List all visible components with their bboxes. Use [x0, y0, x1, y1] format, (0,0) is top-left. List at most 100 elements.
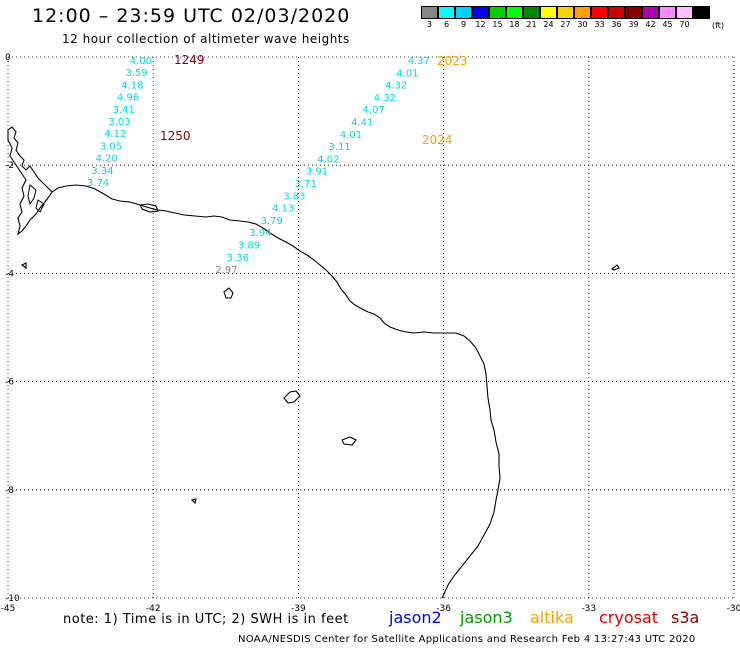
- wave-height-tracks: 4.003.594.18 4.963.413.034.123.05 4.203.34…: [87, 56, 430, 276]
- wave-height-label: 3.05: [100, 141, 122, 152]
- legend-label: 33: [594, 20, 605, 29]
- wave-height-label: 3.11: [329, 142, 351, 153]
- x-tick-label: -36: [436, 604, 451, 614]
- legend-label: 6: [443, 20, 450, 29]
- legend-cell: 70: [675, 6, 693, 30]
- legend-cell: 42: [641, 6, 659, 30]
- legend-cell: 30: [573, 6, 591, 30]
- legend-cell: 21: [522, 6, 540, 30]
- y-tick-label: -2: [5, 161, 14, 171]
- wave-height-label: 4.18: [121, 80, 143, 91]
- wave-height-label: 4.13: [272, 204, 294, 215]
- pass-time-label: 1249: [174, 53, 205, 67]
- wave-height-label: 3.94: [249, 228, 271, 239]
- island-5: [610, 264, 620, 271]
- island-1: [223, 287, 234, 299]
- legend-swatch: [641, 6, 659, 19]
- legend-label: 9: [460, 20, 467, 29]
- wave-height-label: 3.79: [261, 216, 283, 227]
- island-4: [20, 262, 27, 270]
- wave-height-label: 3.03: [108, 117, 130, 128]
- x-tick-label: -39: [291, 604, 306, 614]
- map-subtitle: 12 hour collection of altimeter wave hei…: [62, 32, 350, 46]
- legend-cell: 27: [556, 6, 574, 30]
- y-tick-label: -6: [5, 378, 14, 388]
- x-tick-label: -30: [727, 604, 740, 614]
- wave-height-label: 4.02: [317, 154, 339, 165]
- legend-label: 21: [526, 20, 537, 29]
- wave-height-label: 3.71: [295, 179, 317, 190]
- legend-cell: 24: [539, 6, 557, 30]
- legend-cell: 9: [454, 6, 472, 30]
- satellite-altika: altika: [530, 608, 574, 627]
- pass-time-label: 2024: [422, 133, 453, 147]
- color-legend: 3 6 9 12 15 18 21 24 27 30 33 36 39 42 45 70 (ft): [420, 6, 724, 30]
- satellite-jason3: jason3: [460, 608, 513, 627]
- x-tick-label: -33: [581, 604, 596, 614]
- legend-label: 30: [577, 20, 588, 29]
- wave-height-label: 4.41: [351, 118, 373, 129]
- wave-height-label: 4.96: [117, 93, 139, 104]
- axis-ticks: -45 -42 -39 -36 -33 -30 0 -2 -4 -6 -8 -10: [1, 53, 740, 614]
- wave-height-label: 3.83: [283, 191, 305, 202]
- legend-swatch: [522, 6, 540, 19]
- legend-label: 15: [492, 20, 503, 29]
- wave-height-label: 3.34: [91, 166, 113, 177]
- legend-label: 36: [611, 20, 622, 29]
- legend-cell: 39: [624, 6, 642, 30]
- wave-height-label: 4.07: [362, 105, 384, 116]
- wave-height-label: 3.41: [113, 105, 135, 116]
- island-6: [190, 498, 197, 505]
- legend-swatch: [675, 6, 693, 19]
- legend-swatch: [556, 6, 574, 19]
- wave-height-label: 2.97: [215, 265, 237, 276]
- pass-time-label: 2023: [437, 54, 468, 68]
- y-tick-label: 0: [5, 53, 11, 63]
- coastline-north: [7, 126, 53, 236]
- wave-height-label: 4.37: [408, 56, 430, 67]
- x-tick-label: -42: [146, 604, 161, 614]
- legend-label: 70: [679, 20, 690, 29]
- legend-label: 27: [560, 20, 571, 29]
- island-3: [341, 436, 357, 446]
- wave-height-label: 4.20: [96, 154, 118, 165]
- legend-swatch: [471, 6, 489, 19]
- coastline-main: [51, 184, 501, 599]
- island-2: [283, 390, 301, 404]
- legend-label: 3: [426, 20, 433, 29]
- y-tick-label: -10: [5, 594, 20, 604]
- wave-height-label: 3.36: [227, 253, 249, 264]
- wave-height-label: 4.01: [340, 130, 362, 141]
- legend-label: 18: [509, 20, 520, 29]
- legend-cell: 6: [437, 6, 455, 30]
- wave-height-label: 4.00: [130, 56, 152, 67]
- wave-height-label: 3.91: [306, 167, 328, 178]
- wave-height-label: 3.89: [238, 241, 260, 252]
- pass-times: 1249 1250 2023 2024: [160, 53, 468, 147]
- satellite-s3a: s3a: [671, 608, 700, 627]
- legend-swatch: [573, 6, 591, 19]
- legend-swatch: [437, 6, 455, 19]
- legend-cell: 36: [607, 6, 625, 30]
- footer-credit: NOAA/NESDIS Center for Satellite Applica…: [238, 634, 696, 645]
- y-tick-label: -8: [5, 486, 14, 496]
- legend-cell: [692, 6, 710, 30]
- y-tick-label: -4: [5, 269, 14, 279]
- legend-cell: 3: [420, 6, 438, 30]
- legend-swatch: [607, 6, 625, 19]
- satellite-jason2: jason2: [389, 608, 442, 627]
- wave-height-label: 4.32: [374, 93, 396, 104]
- pass-time-label: 1250: [160, 129, 191, 143]
- legend-label: 45: [662, 20, 673, 29]
- legend-swatch: [590, 6, 608, 19]
- legend-swatch: [624, 6, 642, 19]
- note-text: note: 1) Time is in UTC; 2) SWH is in fe…: [63, 612, 349, 627]
- legend-swatch: [420, 6, 438, 19]
- legend-cell: 18: [505, 6, 523, 30]
- legend-swatch: [505, 6, 523, 19]
- legend-swatch: [539, 6, 557, 19]
- legend-swatch: [692, 6, 710, 19]
- legend-cell: 45: [658, 6, 676, 30]
